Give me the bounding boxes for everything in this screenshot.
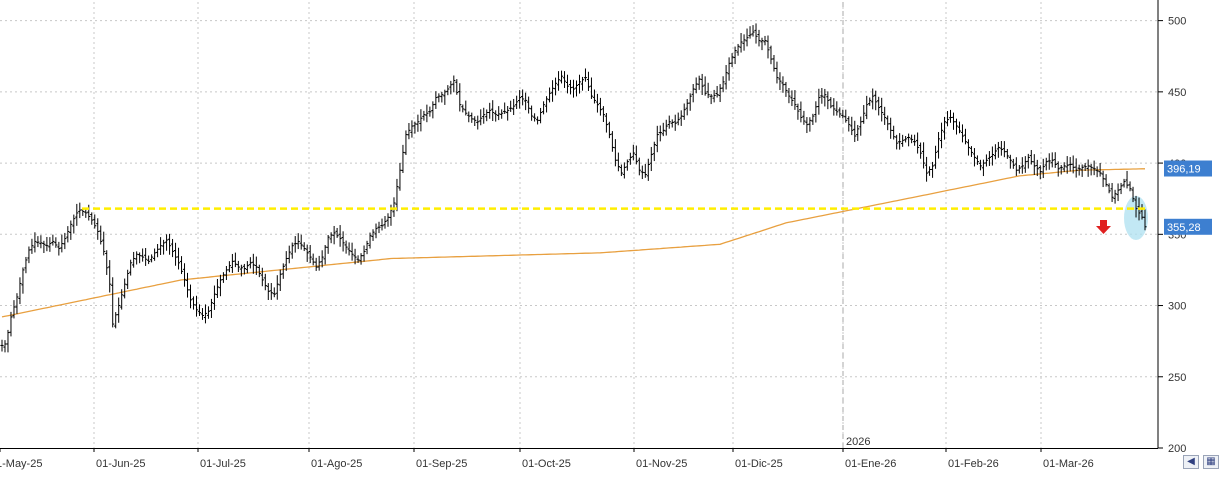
x-tick-label: 01-Oct-25: [522, 458, 571, 470]
x-tick-label: 01-Ene-26: [845, 458, 896, 470]
y-tick-label: 250: [1168, 372, 1186, 384]
y-tick-label: 300: [1168, 301, 1186, 313]
scroll-back-button[interactable]: ◀: [1183, 455, 1199, 469]
ma-value-label: 396,19: [1167, 164, 1201, 176]
y-tick-label: 450: [1168, 87, 1186, 99]
x-tick-label: 01-Ago-25: [311, 458, 362, 470]
x-tick-label: 01-Jun-25: [96, 458, 146, 470]
overlay-layer: 396,19 355,28: [1096, 160, 1212, 235]
y-tick-label: 500: [1168, 16, 1186, 28]
axes: [0, 0, 1163, 452]
x-tick-label: 01-Nov-25: [636, 458, 687, 470]
grid-lines: [0, 2, 1158, 448]
x-tick-label: 01-Jul-25: [200, 458, 246, 470]
x-tick-label: 1-May-25: [0, 458, 42, 470]
down-arrow-icon: [1096, 220, 1111, 234]
price-bars: [0, 23, 1147, 353]
save-icon[interactable]: ▦: [1203, 455, 1219, 469]
year-marker-label: 2026: [846, 436, 870, 448]
moving-average-line: [1, 168, 1145, 318]
x-tick-label: 01-Sep-25: [416, 458, 467, 470]
x-tick-label: 01-Mar-26: [1043, 458, 1094, 470]
last-price-box: [1164, 218, 1212, 235]
y-tick-label: 200: [1168, 443, 1186, 455]
moving-average-layer: [1, 168, 1145, 318]
last-price-label: 355,28: [1167, 222, 1201, 234]
ma-value-box: [1164, 160, 1212, 177]
x-tick-label: 01-Feb-26: [948, 458, 999, 470]
x-tick-label: 01-Dic-25: [735, 458, 783, 470]
